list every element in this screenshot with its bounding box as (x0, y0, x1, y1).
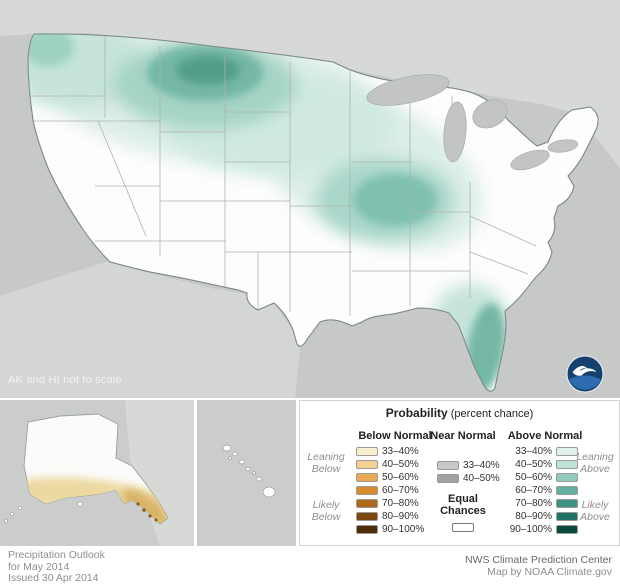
below-swatch-0 (356, 447, 378, 456)
above-swatch-1 (556, 460, 578, 469)
below-row-4: 70–80% (356, 497, 423, 510)
below-swatch-5 (356, 512, 378, 521)
hawaii-inset (197, 400, 296, 546)
hawaii-inset-svg (197, 400, 296, 546)
footer-left: Precipitation Outlook for May 2014 Issue… (8, 549, 105, 585)
likely-above-label: Likely Above (580, 499, 610, 523)
below-range-3: 60–70% (382, 485, 419, 496)
leaning-below-label: Leaning Below (307, 451, 345, 475)
canada-land-inset (125, 400, 194, 546)
hawaiian-islands (222, 444, 276, 498)
below-range-6: 90–100% (382, 524, 425, 535)
below-row-2: 50–60% (356, 471, 423, 484)
above-swatch-6 (556, 525, 578, 534)
conus-map-area: AK and HI not to scale (0, 0, 620, 398)
above-row-1: 40–50% (504, 458, 578, 471)
footer-right: NWS Climate Prediction Center Map by NOA… (465, 554, 612, 578)
equal-chances-swatch (452, 523, 474, 532)
alaska-dark-below-speckles (136, 502, 158, 522)
below-range-1: 40–50% (382, 459, 419, 470)
outlook-period: for May 2014 (8, 560, 70, 573)
outlook-issued: Issued 30 Apr 2014 (8, 572, 99, 584)
below-swatch-3 (356, 486, 378, 495)
near-row-1: 40–50% (437, 472, 504, 485)
below-range-0: 33–40% (382, 446, 419, 457)
likely-below-label: Likely Below (311, 499, 341, 523)
credit-line: Map by NOAA Climate.gov (487, 566, 612, 578)
conus-map-svg (0, 0, 620, 398)
above-range-1: 40–50% (515, 459, 552, 470)
below-swatch-2 (356, 473, 378, 482)
above-row-4: 70–80% (504, 497, 578, 510)
above-row-6: 90–100% (504, 523, 578, 536)
below-row-1: 40–50% (356, 458, 423, 471)
legend-title: Probability (percent chance) (300, 406, 619, 420)
above-row-5: 80–90% (504, 510, 578, 523)
above-range-6: 90–100% (509, 524, 552, 535)
above-row-2: 50–60% (504, 471, 578, 484)
near-range-0: 33–40% (463, 460, 500, 471)
above-swatch-3 (556, 486, 578, 495)
above-range-0: 33–40% (515, 446, 552, 457)
legend-title-note: (percent chance) (450, 408, 534, 420)
above-row-3: 60–70% (504, 484, 578, 497)
source-line: NWS Climate Prediction Center (464, 554, 612, 566)
noaa-emblem-icon (566, 355, 604, 393)
below-normal-header: Below Normal (358, 430, 432, 442)
above-swatch-4 (556, 499, 578, 508)
alaska-inset-svg (0, 400, 194, 546)
above-swatch-0 (556, 447, 578, 456)
noaa-logo (566, 355, 604, 393)
near-swatch-0 (437, 461, 459, 470)
mexico-land (0, 261, 300, 398)
below-swatch-1 (356, 460, 378, 469)
great-lakes (366, 74, 579, 171)
above-swatch-2 (556, 473, 578, 482)
near-normal-header: Near Normal (430, 430, 496, 442)
canada-land (0, 0, 620, 168)
above-range-4: 70–80% (515, 498, 552, 509)
below-range-4: 70–80% (382, 498, 419, 509)
above-range-3: 60–70% (515, 485, 552, 496)
near-swatch-1 (437, 474, 459, 483)
near-range-1: 40–50% (463, 473, 500, 484)
below-row-3: 60–70% (356, 484, 423, 497)
above-swatch-5 (556, 512, 578, 521)
above-range-2: 50–60% (515, 472, 552, 483)
below-range-5: 80–90% (382, 511, 419, 522)
below-swatch-6 (356, 525, 378, 534)
near-row-0: 33–40% (437, 459, 504, 472)
below-row-6: 90–100% (356, 523, 428, 536)
state-borders (28, 36, 537, 316)
legend-panel: Probability (percent chance) Leaning Bel… (299, 400, 620, 546)
above-row-0: 33–40% (504, 445, 578, 458)
equal-chances-row (452, 521, 474, 534)
aleutian-islands (4, 501, 83, 523)
map-scale-note: AK and HI not to scale (8, 374, 122, 386)
outlook-title: Precipitation Outlook (8, 549, 105, 561)
below-swatch-4 (356, 499, 378, 508)
above-normal-header: Above Normal (507, 430, 583, 442)
equal-chances-label: Equal Chances (440, 493, 486, 517)
footer: Precipitation Outlook for May 2014 Issue… (0, 546, 620, 585)
above-range-5: 80–90% (515, 511, 552, 522)
below-row-0: 33–40% (356, 445, 423, 458)
below-row-5: 80–90% (356, 510, 423, 523)
legend-title-word: Probability (385, 406, 448, 420)
alaska-inset (0, 400, 194, 546)
below-range-2: 50–60% (382, 472, 419, 483)
leaning-above-label: Leaning Above (576, 451, 614, 475)
